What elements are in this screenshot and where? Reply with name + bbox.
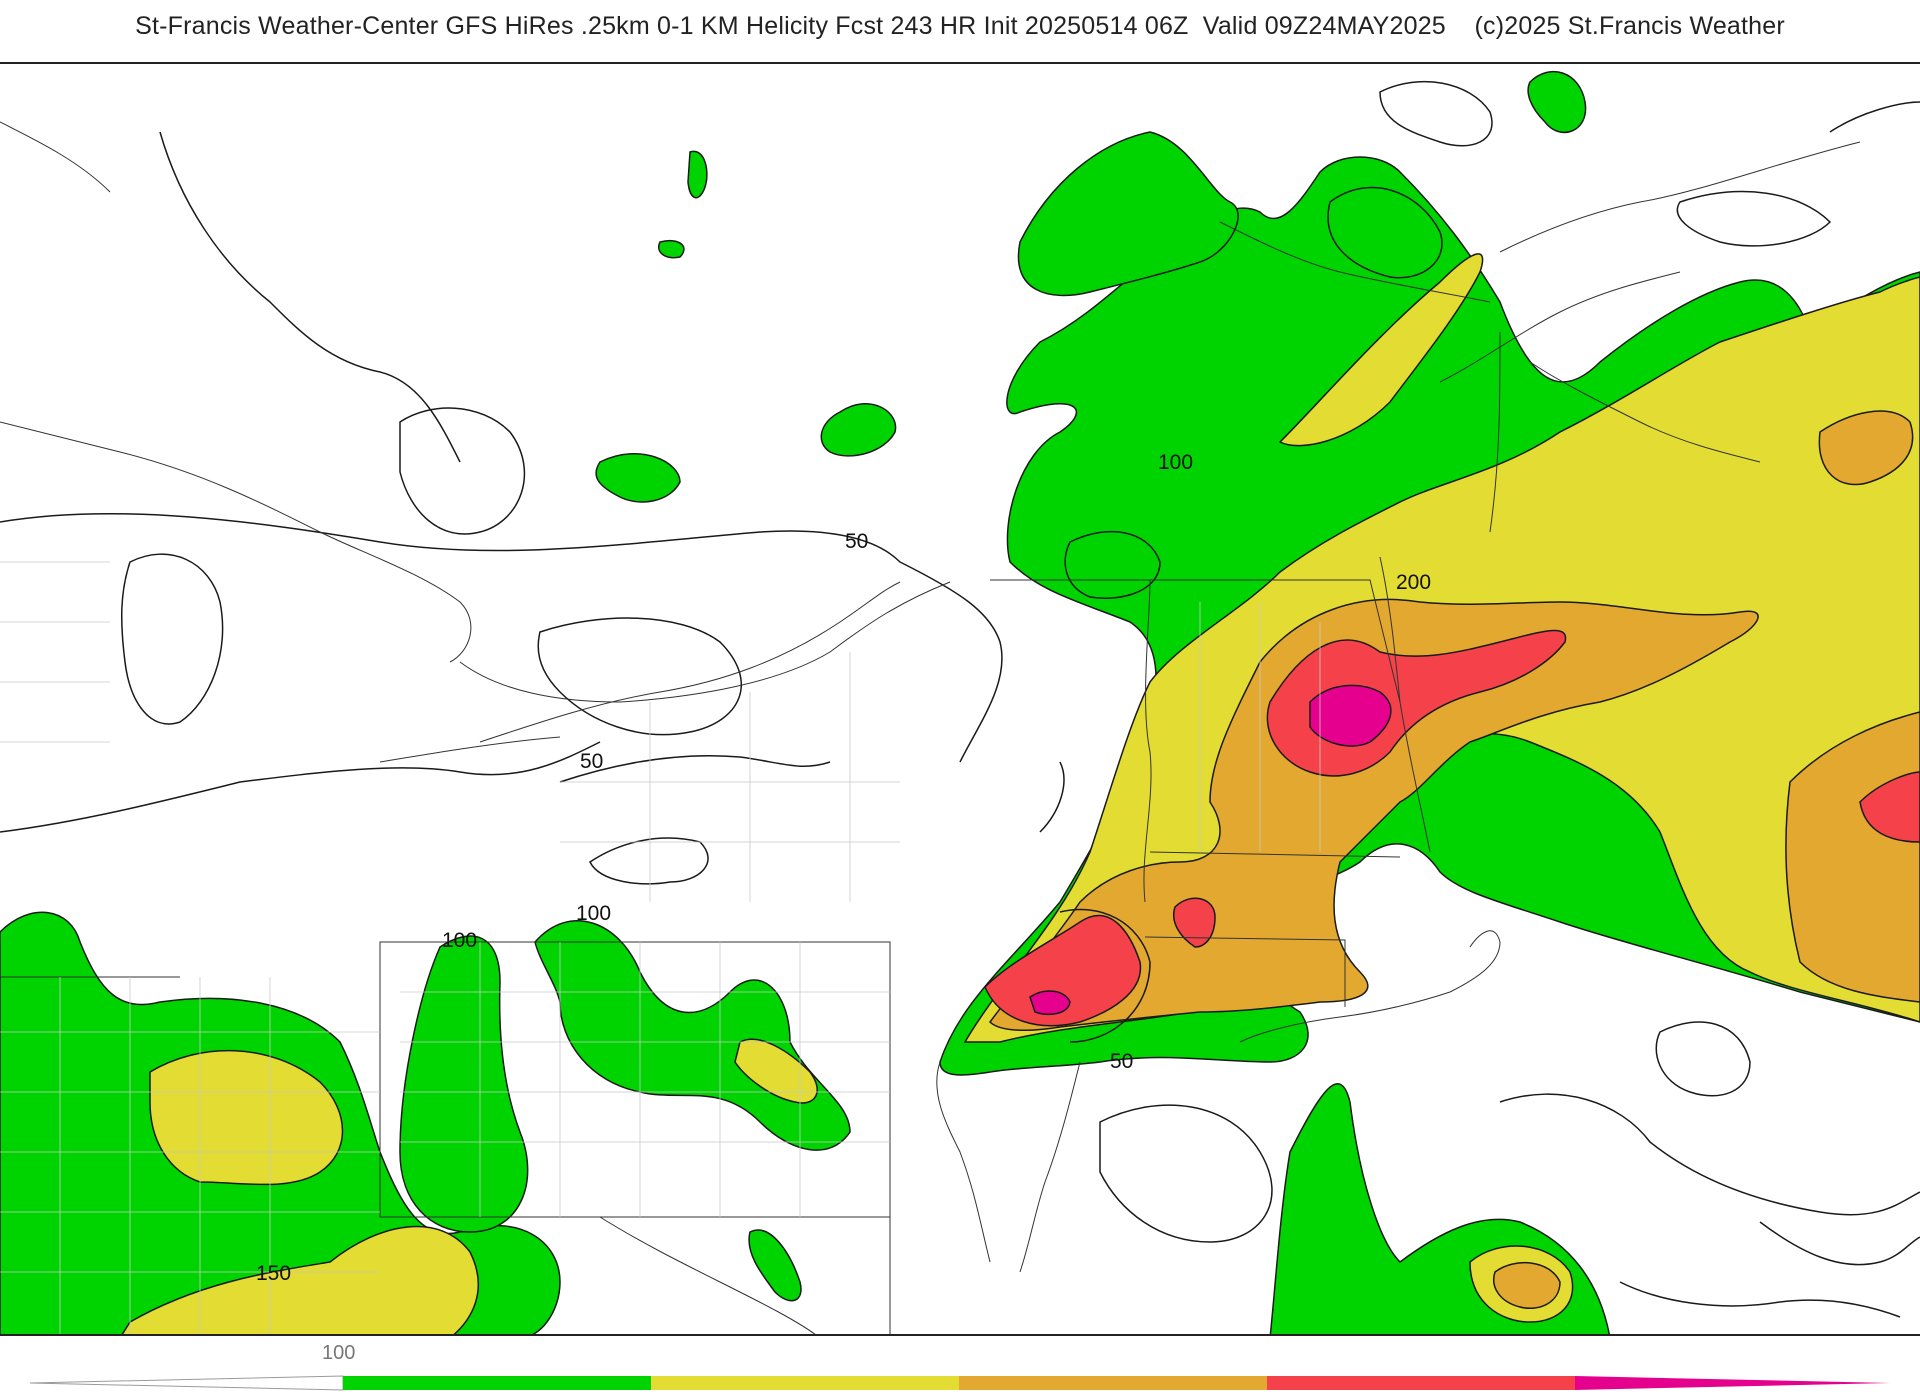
helicity-fill-orange-north <box>1818 410 1914 486</box>
helicity-map: 50 50 50 100 100 100 150 200 <box>0 62 1920 1336</box>
contour-label-150: 150 <box>256 1262 291 1285</box>
colorbar-segment-red <box>1267 1376 1575 1390</box>
helicity-fill-magenta-northeast <box>1309 684 1392 747</box>
contour-label-100-north: 100 <box>1158 451 1193 474</box>
colorbar <box>30 1375 1890 1391</box>
helicity-fill-green-lake-blob <box>820 402 897 457</box>
contour-label-100-west: 100 <box>442 929 477 952</box>
colorbar-tick-label: 100 <box>322 1342 356 1364</box>
contour-label-50-west: 50 <box>580 750 603 773</box>
helicity-fill-orange-atlantic <box>1493 1261 1561 1309</box>
colorbar-segment-yellow <box>651 1376 959 1390</box>
helicity-fill-magenta-nj <box>1029 990 1071 1015</box>
contour-label-200: 200 <box>1396 571 1431 594</box>
helicity-fill-yellow-southwest <box>149 1049 344 1186</box>
contour-label-50-nj: 50 <box>1110 1050 1133 1073</box>
helicity-fill-red-ct <box>1173 897 1216 948</box>
helicity-fill-red-east <box>1859 771 1920 843</box>
colorbar-segment-lower <box>30 1375 344 1391</box>
contour-label-50-north: 50 <box>845 530 868 553</box>
helicity-fill-green-west-blob <box>595 453 681 503</box>
helicity-fill-green-chesapeake <box>748 1229 802 1302</box>
helicity-fill-green-northeast-top <box>1527 71 1587 133</box>
helicity-contour-lines <box>0 80 1920 1318</box>
map-title: St-Francis Weather-Center GFS HiRes .25k… <box>135 12 1785 40</box>
county-boundaries <box>0 561 1321 1334</box>
helicity-fill-yellow-southwest-lower <box>121 1225 479 1334</box>
helicity-fill-yellow-north-strip <box>1278 253 1484 447</box>
helicity-fill-green-small-2 <box>658 240 685 259</box>
helicity-fill-green-small-1 <box>687 150 708 199</box>
contour-label-100-pa: 100 <box>576 902 611 925</box>
geographic-boundaries <box>0 121 1861 1334</box>
helicity-fill-green-central-pa <box>534 920 851 1151</box>
helicity-fill-red-nj <box>984 914 1142 1027</box>
colorbar-segment-orange <box>959 1376 1267 1390</box>
colorbar-segment-magenta <box>1575 1376 1890 1390</box>
helicity-fill-yellow-central-pa <box>734 1038 818 1104</box>
helicity-fill-green-west-pa <box>399 935 529 1233</box>
colorbar-segment-green <box>343 1376 651 1390</box>
helicity-fill-green-quebec <box>1017 131 1239 297</box>
